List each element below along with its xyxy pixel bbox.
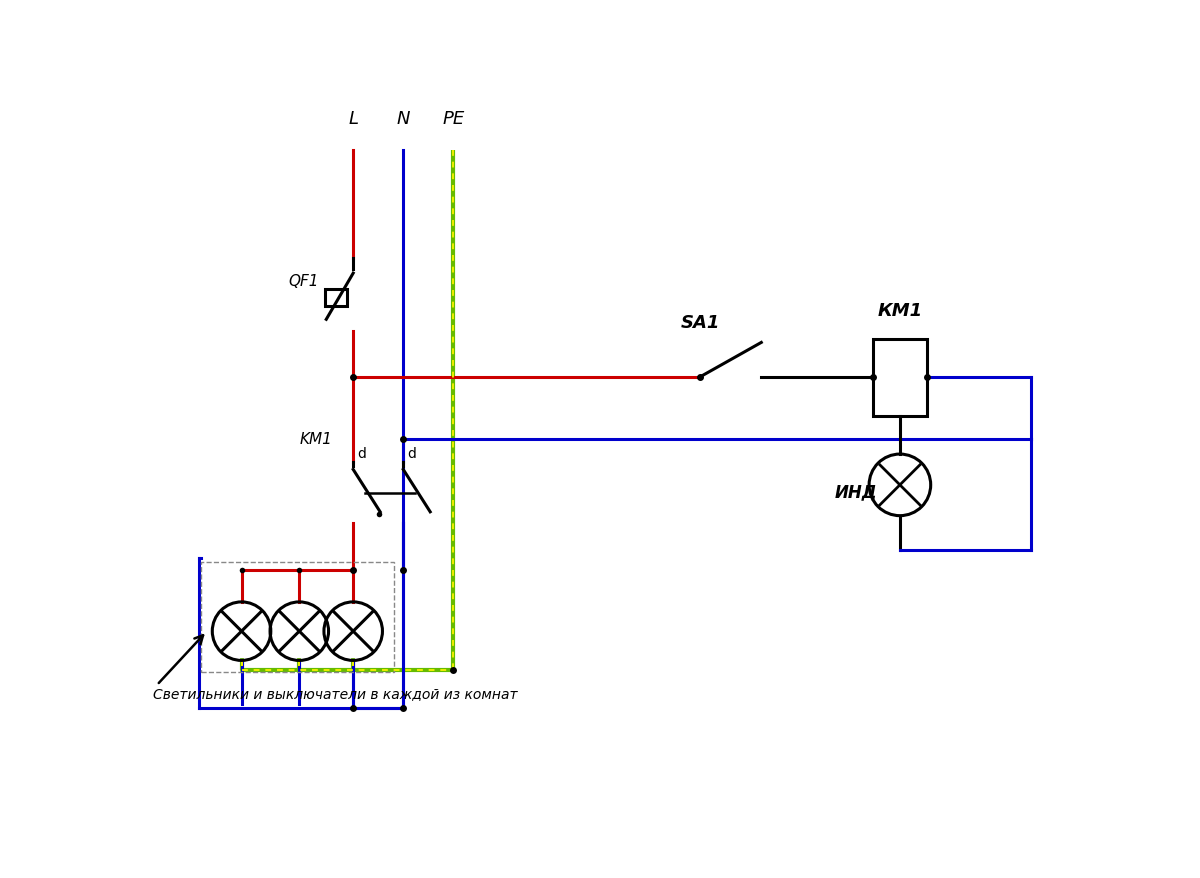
Bar bbox=[200, 562, 394, 673]
Text: KМ1: KМ1 bbox=[299, 431, 332, 446]
Text: ИНД: ИНД bbox=[834, 483, 877, 500]
Text: SA1: SA1 bbox=[680, 313, 720, 332]
Text: L: L bbox=[348, 110, 359, 128]
Text: КМ1: КМ1 bbox=[877, 302, 923, 320]
Text: PE: PE bbox=[442, 110, 464, 128]
Text: d: d bbox=[358, 447, 366, 461]
Text: QF1: QF1 bbox=[288, 273, 318, 288]
Text: d: d bbox=[407, 447, 416, 461]
Text: Светильники и выключатели в каждой из комнат: Светильники и выключатели в каждой из ко… bbox=[154, 686, 517, 700]
Bar bbox=[325, 290, 347, 307]
Text: N: N bbox=[396, 110, 410, 128]
Bar bbox=[872, 339, 926, 416]
